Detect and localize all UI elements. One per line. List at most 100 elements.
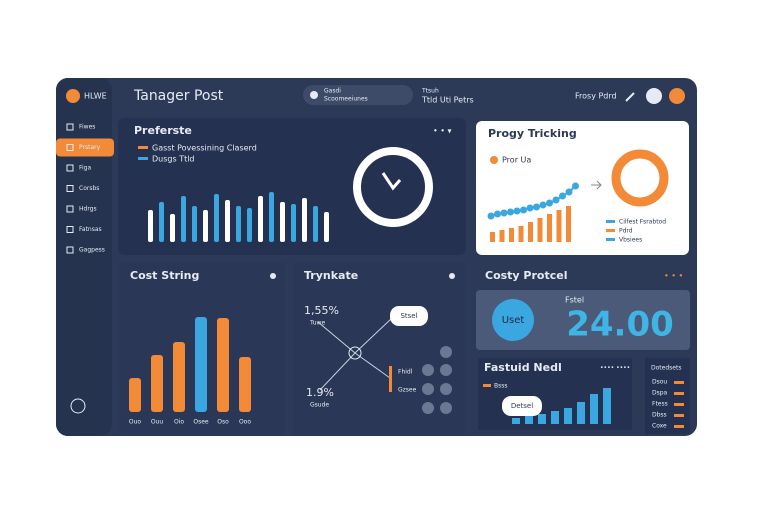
trend-dot <box>572 182 579 190</box>
nav-icon[interactable] <box>66 185 74 192</box>
percent-label: 1.9% <box>306 386 334 399</box>
panel-icon[interactable] <box>449 273 455 279</box>
nav-icon[interactable] <box>66 164 74 172</box>
list-item[interactable]: Dspa <box>652 390 668 397</box>
search-box[interactable] <box>303 85 413 105</box>
icon-button[interactable] <box>440 346 452 358</box>
panel-title: Costy Protcel <box>485 269 568 282</box>
bar <box>173 342 185 412</box>
sub-label: Tuwe <box>309 320 325 327</box>
panel-icon[interactable] <box>270 273 276 279</box>
list-item[interactable]: Dbss <box>652 412 667 419</box>
icon-button[interactable] <box>440 364 452 376</box>
list-marker <box>674 392 684 395</box>
bar <box>148 210 153 242</box>
panel-menu[interactable]: • • ▾ <box>433 127 452 136</box>
nav-icon[interactable] <box>66 123 74 131</box>
tooltip-label: Detsel <box>511 402 533 410</box>
bar <box>566 206 571 242</box>
bar <box>590 394 598 424</box>
search-line: Gasdi <box>324 88 341 95</box>
bar <box>258 196 263 242</box>
icon-button[interactable] <box>422 383 434 395</box>
nav-item[interactable]: Fiwes <box>79 124 95 131</box>
list: Dsou Dspa Ftess Dbss Coxe <box>652 379 684 430</box>
nav-item[interactable]: Fatnsas <box>79 226 102 233</box>
trend-dot <box>513 207 521 215</box>
legend-swatch <box>606 238 615 241</box>
legend-label: Gasst Povessining Claserd <box>152 144 257 153</box>
x-tick-label: Ooo <box>239 419 251 426</box>
bar <box>547 214 552 242</box>
link-icon[interactable] <box>625 92 635 102</box>
icon-button[interactable] <box>440 383 452 395</box>
nav-icon[interactable] <box>66 144 74 151</box>
panel <box>645 358 690 434</box>
clock <box>353 147 433 227</box>
list-item[interactable]: Dsou <box>652 379 667 386</box>
node-label: Stsel <box>400 312 417 320</box>
nav-item[interactable]: Prstary <box>79 144 101 151</box>
logo-icon <box>66 89 80 103</box>
kpi-caption: Fstel <box>565 296 584 305</box>
bar <box>538 414 546 424</box>
sidebar <box>56 78 112 436</box>
bar <box>577 402 585 424</box>
bar <box>512 418 520 424</box>
trend-dot <box>526 204 534 212</box>
x-tick-label: Oso <box>217 419 229 426</box>
list-item[interactable]: Ftess <box>652 401 668 408</box>
panel-title: Preferste <box>134 124 192 137</box>
x-tick-label: Osee <box>193 419 209 426</box>
nav-icon[interactable] <box>66 246 74 254</box>
legend-label: Pdrd <box>619 228 633 235</box>
nav-item[interactable]: Figa <box>79 165 91 172</box>
bar <box>302 198 307 242</box>
kpi-value: 24.00 <box>566 305 674 345</box>
nav-item[interactable]: Gagpess <box>79 247 105 254</box>
bar-group: Ouo Ouu Oio Osee Oso Ooo <box>129 317 251 426</box>
icon-button[interactable] <box>422 364 434 376</box>
bar <box>236 206 241 242</box>
bar <box>239 357 251 412</box>
nav-icon[interactable] <box>66 205 74 213</box>
icon-button[interactable] <box>422 402 434 414</box>
nav-icon[interactable] <box>66 226 74 233</box>
legend-label: Dusgs Ttld <box>152 155 195 164</box>
nav-item[interactable]: Hdrgs <box>79 206 97 213</box>
marker <box>389 366 392 392</box>
app-title: Tanager Post <box>133 88 224 104</box>
bar <box>159 202 164 242</box>
x-tick-label: Ouo <box>129 419 142 426</box>
clock-hands <box>381 172 402 191</box>
bar <box>556 210 562 242</box>
bar <box>324 212 329 242</box>
bar <box>313 206 318 242</box>
legend-list: Cilfest Fsrabtod Pdrd Vbsiees <box>606 219 666 244</box>
icon-button[interactable] <box>440 402 452 414</box>
avatar[interactable] <box>669 88 685 104</box>
trend-dot <box>559 192 566 200</box>
legend-swatch <box>138 146 148 149</box>
network-node <box>348 346 362 360</box>
bar <box>537 218 543 242</box>
panel-title: Trynkate <box>304 269 358 282</box>
panel-menu[interactable]: •••• •••• <box>600 365 630 372</box>
panel-menu[interactable]: • • • <box>664 272 683 281</box>
settings-icon[interactable] <box>70 398 86 414</box>
bar <box>217 318 229 412</box>
node-label: Gzsee <box>398 387 417 394</box>
kpi-badge <box>492 299 534 341</box>
sidebar-menu: Fiwes Prstary Figa Corsbs Hdrgs Fatnsas Gagpes… <box>56 123 114 254</box>
list-marker <box>674 425 684 428</box>
nav-item[interactable]: Corsbs <box>79 185 99 192</box>
list-item[interactable]: Coxe <box>652 423 667 430</box>
legend-label: Pror Ua <box>502 156 531 165</box>
avatar[interactable] <box>646 88 662 104</box>
nav-active <box>56 138 114 157</box>
kpi-card <box>476 290 690 350</box>
bar <box>551 411 559 424</box>
legend-label: Bsss <box>494 383 508 390</box>
bar <box>525 416 533 424</box>
legend-swatch <box>606 229 615 232</box>
